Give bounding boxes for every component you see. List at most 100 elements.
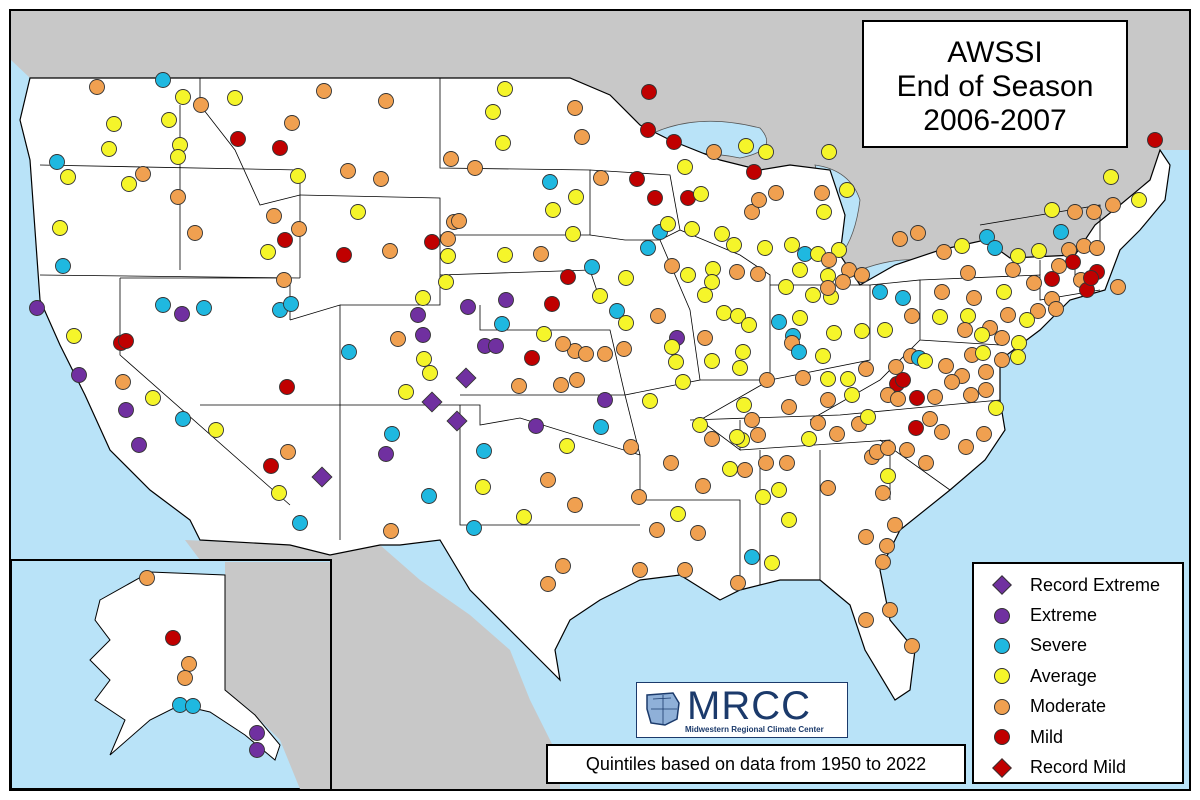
average-marker: [764, 555, 780, 571]
severe-marker: [185, 698, 201, 714]
mild-marker: [336, 247, 352, 263]
severe-marker: [979, 229, 995, 245]
moderate-marker: [555, 336, 571, 352]
station-markers: [29, 72, 1163, 758]
diamond-icon: [992, 757, 1012, 778]
legend-item-moderate: Moderate: [974, 692, 1182, 722]
moderate-marker: [810, 415, 826, 431]
midwest-region-icon: [646, 692, 680, 726]
record-extreme-marker: [311, 466, 333, 488]
moderate-marker: [135, 166, 151, 182]
moderate-marker: [978, 364, 994, 380]
record-extreme-marker: [421, 391, 443, 413]
average-marker: [677, 159, 693, 175]
average-marker: [730, 308, 746, 324]
moderate-marker: [934, 424, 950, 440]
average-marker: [816, 204, 832, 220]
mild-marker: [640, 122, 656, 138]
moderate-marker: [1067, 204, 1083, 220]
moderate-marker: [958, 439, 974, 455]
mrcc-logo: MRCC Midwestern Regional Climate Center: [636, 682, 848, 738]
moderate-marker: [650, 308, 666, 324]
mild-marker: [1083, 270, 1099, 286]
average-marker: [736, 397, 752, 413]
average-marker: [704, 353, 720, 369]
moderate-marker: [623, 439, 639, 455]
legend-label: Severe: [1030, 635, 1088, 656]
severe-marker: [593, 419, 609, 435]
average-marker: [350, 204, 366, 220]
average-marker: [726, 237, 742, 253]
average-marker: [704, 274, 720, 290]
average-marker: [732, 360, 748, 376]
moderate-marker: [574, 129, 590, 145]
map-title-box: AWSSI End of Season 2006-2007: [862, 20, 1128, 148]
average-marker: [170, 149, 186, 165]
average-marker: [66, 328, 82, 344]
average-marker: [497, 247, 513, 263]
moderate-marker: [938, 358, 954, 374]
moderate-marker: [768, 185, 784, 201]
extreme-marker: [378, 446, 394, 462]
moderate-marker: [820, 392, 836, 408]
average-marker: [854, 323, 870, 339]
moderate-marker: [858, 361, 874, 377]
moderate-marker: [378, 93, 394, 109]
average-marker: [422, 365, 438, 381]
moderate-marker: [737, 462, 753, 478]
average-marker: [60, 169, 76, 185]
average-marker: [1011, 335, 1027, 351]
moderate-marker: [316, 83, 332, 99]
moderate-marker: [533, 246, 549, 262]
data-note: Quintiles based on data from 1950 to 202…: [546, 744, 966, 784]
legend-item-mild: Mild: [974, 722, 1182, 752]
moderate-marker: [291, 221, 307, 237]
moderate-marker: [1000, 307, 1016, 323]
severe-marker: [542, 174, 558, 190]
moderate-marker: [593, 170, 609, 186]
average-marker: [208, 422, 224, 438]
severe-marker: [155, 72, 171, 88]
average-marker: [693, 186, 709, 202]
average-marker: [1031, 243, 1047, 259]
average-marker: [559, 438, 575, 454]
moderate-marker: [187, 225, 203, 241]
moderate-marker: [918, 455, 934, 471]
average-marker: [121, 176, 137, 192]
average-marker: [729, 429, 745, 445]
moderate-marker: [934, 284, 950, 300]
average-marker: [52, 220, 68, 236]
moderate-marker: [922, 411, 938, 427]
moderate-marker: [978, 382, 994, 398]
circle-icon: [994, 668, 1010, 685]
average-marker: [675, 374, 691, 390]
average-marker: [697, 287, 713, 303]
moderate-marker: [957, 322, 973, 338]
moderate-marker: [340, 163, 356, 179]
severe-marker: [466, 520, 482, 536]
moderate-marker: [858, 529, 874, 545]
moderate-marker: [858, 612, 874, 628]
average-marker: [495, 135, 511, 151]
mild-marker: [629, 171, 645, 187]
moderate-marker: [280, 444, 296, 460]
mild-marker: [165, 630, 181, 646]
average-marker: [175, 89, 191, 105]
mild-marker: [560, 269, 576, 285]
average-marker: [271, 485, 287, 501]
moderate-marker: [729, 264, 745, 280]
average-marker: [975, 345, 991, 361]
average-marker: [771, 482, 787, 498]
moderate-marker: [567, 100, 583, 116]
moderate-marker: [383, 523, 399, 539]
moderate-marker: [578, 346, 594, 362]
average-marker: [290, 168, 306, 184]
moderate-marker: [966, 290, 982, 306]
circle-icon: [994, 698, 1010, 715]
average-marker: [820, 371, 836, 387]
moderate-marker: [890, 391, 906, 407]
extreme-marker: [118, 402, 134, 418]
moderate-marker: [750, 266, 766, 282]
severe-marker: [791, 344, 807, 360]
mild-marker: [263, 458, 279, 474]
